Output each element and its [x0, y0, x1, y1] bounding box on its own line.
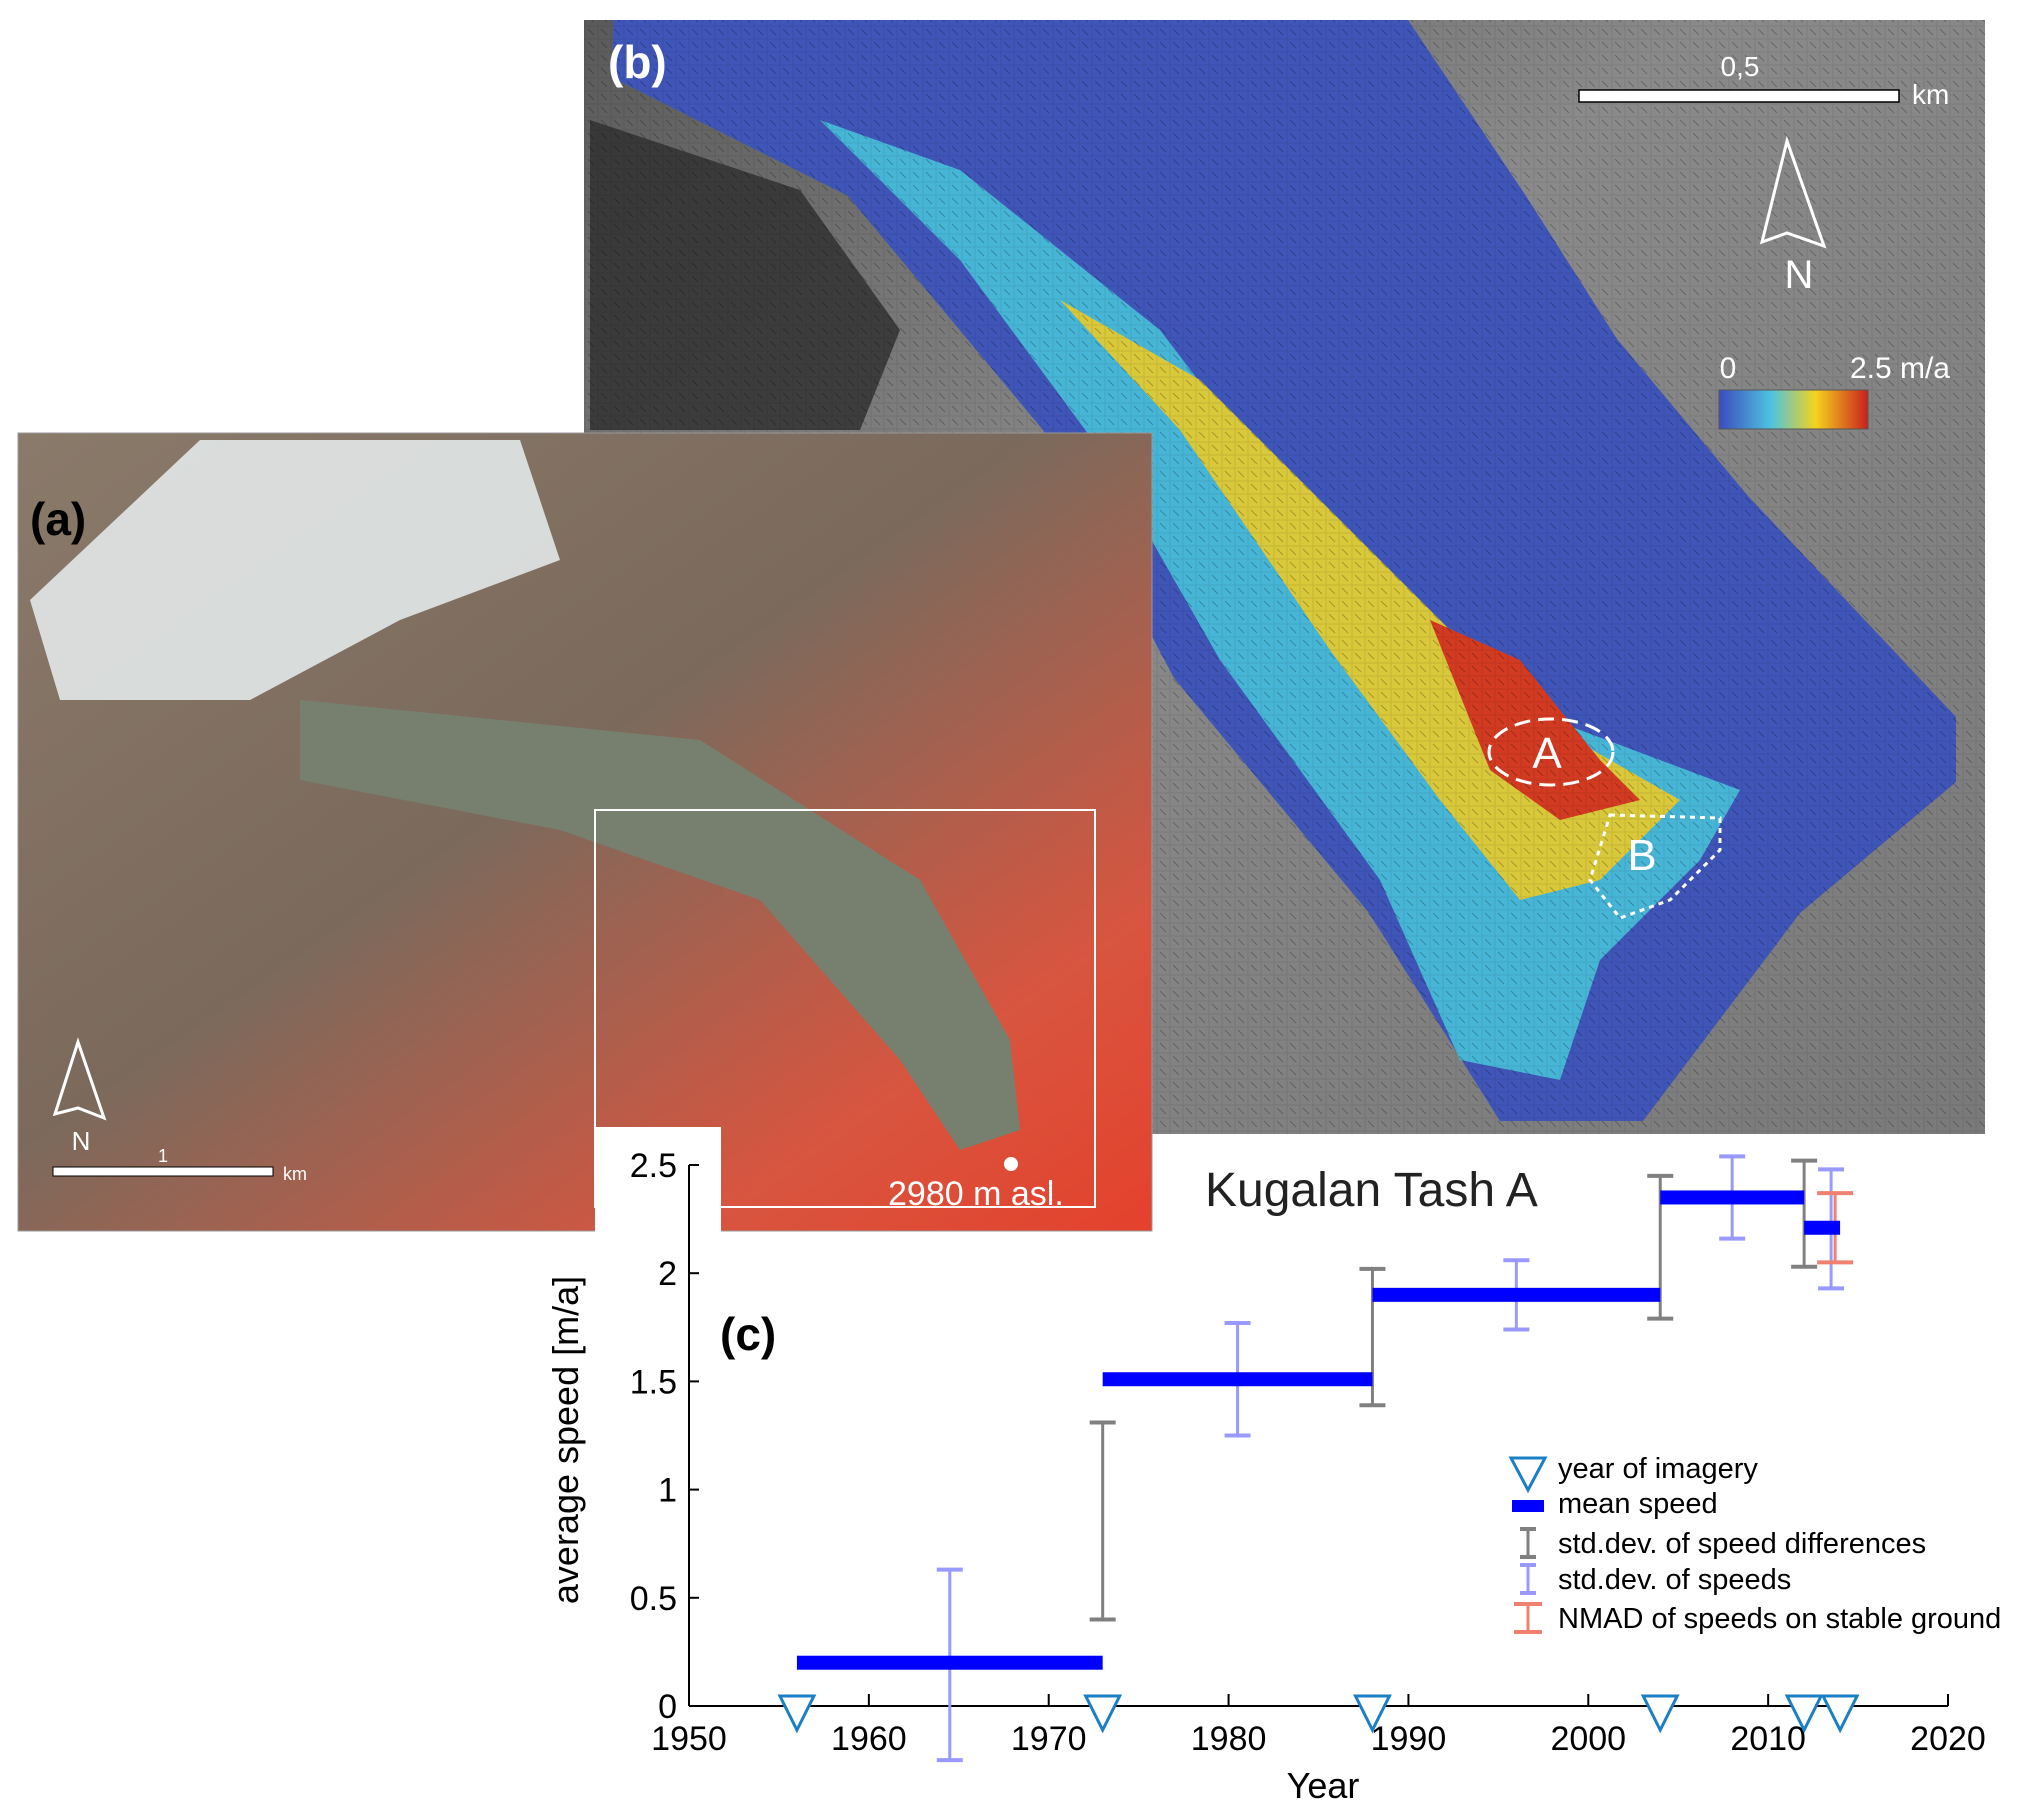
- mean-speed-bar: [1804, 1220, 1841, 1235]
- panel-c-chart: (c) Kugalan Tash A Year average speed [m…: [545, 1147, 2001, 1806]
- north-arrow-icon: [1759, 135, 1827, 249]
- imagery-year-marker: [1640, 1694, 1680, 1734]
- colorbar: [1718, 389, 1869, 430]
- std-speed-difference-errorbar: [1089, 1420, 1116, 1622]
- scale-bar-unit: km: [283, 1164, 307, 1184]
- panel-b-extent-box: [594, 809, 1096, 1208]
- x-tick-label: 2010: [1730, 1720, 1806, 1758]
- panel-b-velocity-map: A B (b) 0,5 km N 0 2.5 m/a: [584, 20, 1985, 1134]
- legend-errorbar-icon: [1514, 1602, 1542, 1634]
- north-arrow-icon: [52, 1037, 107, 1121]
- legend-entry: year of imagery: [1558, 1453, 1758, 1485]
- colorbar-min: 0: [1720, 352, 1737, 385]
- scale-bar-unit: km: [1912, 79, 1949, 110]
- std-speed-difference-errorbar: [1791, 1158, 1818, 1269]
- scale-bar: [1578, 89, 1900, 103]
- panel-c-label: (c): [720, 1308, 776, 1360]
- legend-entry: mean speed: [1558, 1488, 1718, 1520]
- x-tick-label: 2000: [1550, 1720, 1626, 1758]
- chart-title: Kugalan Tash A: [1205, 1164, 1538, 1217]
- scale-bar-value: 1: [158, 1146, 168, 1166]
- mean-speed-bar: [1102, 1372, 1373, 1387]
- mean-speed-bar: [1372, 1287, 1661, 1302]
- panel-a-satellite-image: (a) N 1 km 2980 m asl.: [17, 432, 1153, 1235]
- area-a-outline: [1487, 717, 1615, 787]
- x-tick-label: 1990: [1371, 1720, 1447, 1758]
- legend-mean-speed-icon: [1512, 1500, 1544, 1512]
- y-tick-label: 0.5: [630, 1580, 677, 1618]
- mean-speed-bar: [796, 1655, 1103, 1670]
- y-tick-label: 2.5: [630, 1147, 677, 1185]
- x-tick-label: 1970: [1011, 1720, 1087, 1758]
- y-tick-label: 2: [658, 1255, 677, 1293]
- legend-imagery-icon: [1508, 1456, 1548, 1494]
- chart-overlap: [595, 1127, 721, 1235]
- area-b-outline: [1588, 813, 1722, 920]
- imagery-year-marker: [777, 1694, 817, 1734]
- x-tick-label: 1950: [651, 1720, 727, 1758]
- panel-a-label: (a): [30, 493, 86, 545]
- elevation-label: 2980 m asl.: [888, 1175, 1064, 1213]
- snow-field: [30, 440, 560, 700]
- legend-entry: NMAD of speeds on stable ground: [1558, 1603, 2001, 1635]
- area-b-label: B: [1627, 831, 1656, 880]
- y-tick-label: 0: [658, 1688, 677, 1726]
- scale-bar: [52, 1166, 274, 1177]
- area-a-label: A: [1532, 729, 1562, 778]
- legend-entry: std.dev. of speeds: [1558, 1564, 1791, 1596]
- north-label: N: [72, 1126, 91, 1156]
- x-tick-label: 1980: [1191, 1720, 1267, 1758]
- imagery-year-marker: [1083, 1694, 1123, 1734]
- y-tick-label: 1.5: [630, 1363, 677, 1401]
- y-tick-label: 1: [658, 1472, 677, 1510]
- north-label: N: [1785, 253, 1814, 297]
- panel-b-label: (b): [608, 36, 667, 88]
- scale-bar-value: 0,5: [1721, 51, 1760, 82]
- elevation-point: [1004, 1157, 1018, 1171]
- legend-entry: std.dev. of speed differences: [1558, 1528, 1926, 1560]
- x-axis-label: Year: [1287, 1765, 1360, 1806]
- legend-errorbar-icon: [1520, 1527, 1536, 1559]
- glacier-tongue: [300, 700, 1020, 1150]
- legend-errorbar-icon: [1520, 1563, 1536, 1595]
- x-tick-label: 1960: [831, 1720, 907, 1758]
- x-tick-label: 2020: [1910, 1720, 1986, 1758]
- imagery-year-marker: [1353, 1694, 1392, 1734]
- mean-speed-bar: [1660, 1190, 1805, 1205]
- y-axis-label: average speed [m/a]: [545, 1276, 586, 1604]
- colorbar-max: 2.5 m/a: [1850, 352, 1950, 385]
- imagery-year-marker: [1784, 1694, 1824, 1734]
- imagery-year-marker: [1820, 1694, 1860, 1734]
